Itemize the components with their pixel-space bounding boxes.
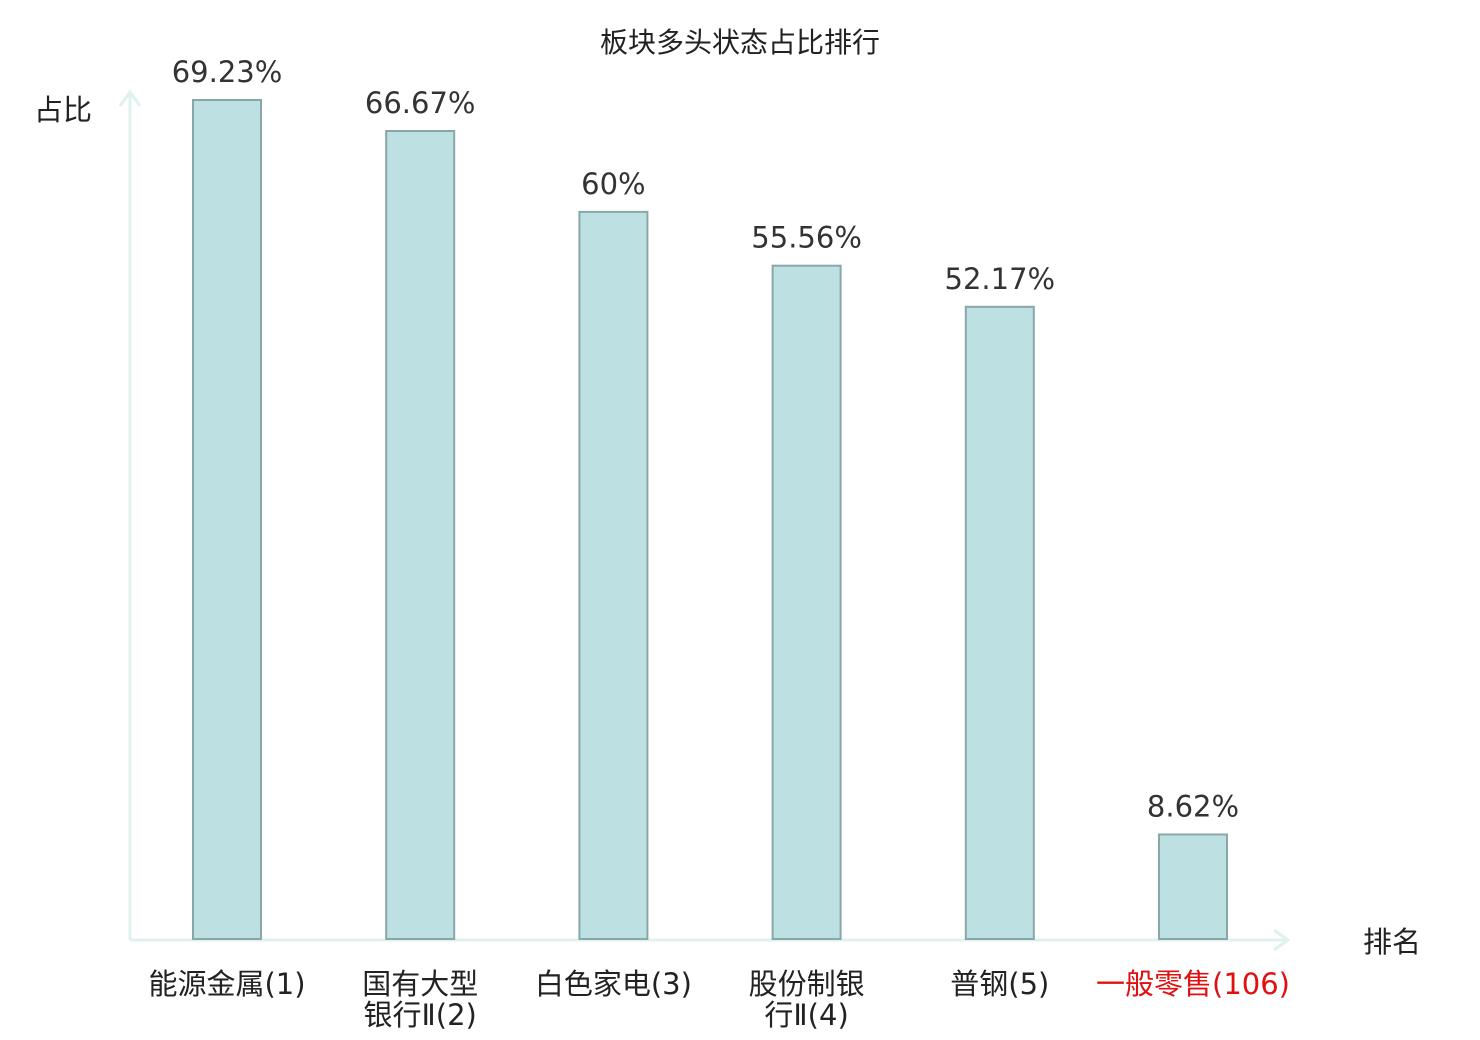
value-label-2: 66.67% xyxy=(365,86,476,120)
y-axis-arrow xyxy=(118,89,142,107)
bar-3 xyxy=(578,210,649,940)
bar-6 xyxy=(1158,833,1228,940)
bar-1 xyxy=(192,99,262,940)
bar-2 xyxy=(385,130,456,940)
value-label-5: 52.17% xyxy=(945,262,1056,296)
value-labels-group: 69.23% 66.67% 60% 55.56% 52.17% 8.62% xyxy=(172,55,1239,824)
category-label-4-line-2: 行Ⅱ(4) xyxy=(764,998,848,1032)
value-label-4: 55.56% xyxy=(751,221,862,255)
value-label-1: 69.23% xyxy=(172,55,283,89)
chart-axes xyxy=(118,89,1291,952)
value-label-3: 60% xyxy=(581,167,645,201)
bars-group xyxy=(192,99,1228,940)
value-label-6: 8.62% xyxy=(1147,790,1239,824)
chart-title: 板块多头状态占比排行 xyxy=(600,26,880,59)
bar-4 xyxy=(771,264,842,940)
bar-5 xyxy=(964,305,1035,940)
category-label-2-line-1: 国有大型 xyxy=(362,967,478,1001)
category-label-1: 能源金属(1) xyxy=(148,967,305,1001)
category-label-2-line-2: 银行Ⅱ(2) xyxy=(364,998,477,1032)
y-axis-label: 占比 xyxy=(34,93,92,127)
category-label-5: 普钢(5) xyxy=(950,967,1049,1001)
x-axis-arrow xyxy=(1273,928,1291,952)
category-label-3: 白色家电(3) xyxy=(535,967,692,1001)
category-label-6: 一般零售(106) xyxy=(1096,967,1290,1001)
x-axis-label: 排名 xyxy=(1363,925,1421,959)
category-label-4-line-1: 股份制银 xyxy=(749,967,865,1001)
